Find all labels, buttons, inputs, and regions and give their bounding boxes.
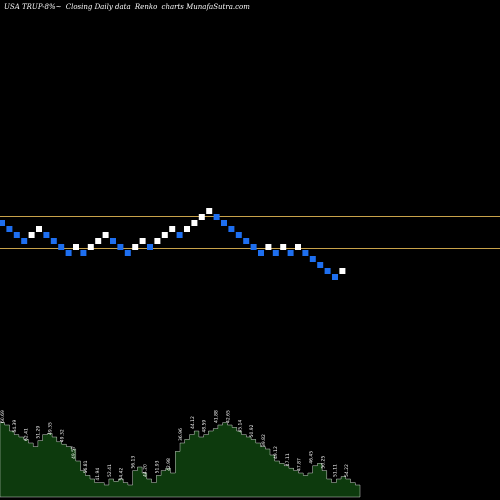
down-brick bbox=[80, 250, 87, 256]
down-brick bbox=[317, 262, 324, 268]
volume-label: 51.29 bbox=[36, 426, 42, 439]
down-brick bbox=[147, 244, 153, 250]
up-brick bbox=[102, 232, 109, 238]
volume-label: 62.41 bbox=[24, 428, 30, 441]
up-brick bbox=[132, 244, 139, 250]
down-brick bbox=[272, 250, 279, 256]
down-brick bbox=[110, 238, 116, 244]
up-brick bbox=[265, 244, 272, 250]
down-brick bbox=[58, 244, 65, 250]
down-brick bbox=[176, 232, 183, 238]
up-brick bbox=[28, 232, 35, 238]
volume-label: 47.11 bbox=[285, 453, 291, 466]
chart-kind-label: Closing Daily data bbox=[65, 3, 131, 11]
down-brick bbox=[243, 238, 250, 244]
down-brick bbox=[250, 244, 257, 250]
up-brick bbox=[280, 244, 287, 250]
down-brick bbox=[21, 238, 28, 244]
chart-header: USA TRUP-8%~ Closing Daily data Renko ch… bbox=[4, 3, 252, 11]
down-brick bbox=[332, 274, 338, 280]
down-brick bbox=[287, 250, 294, 256]
volume-label: 52.41 bbox=[107, 464, 113, 477]
volume-label: 46.45 bbox=[309, 451, 315, 464]
up-brick bbox=[154, 238, 161, 244]
up-brick bbox=[169, 226, 176, 232]
up-brick bbox=[36, 226, 42, 232]
down-brick bbox=[213, 214, 220, 220]
up-brick bbox=[191, 220, 198, 226]
renko-label: Renko bbox=[134, 3, 158, 11]
volume-area bbox=[0, 422, 361, 498]
volume-panel bbox=[0, 422, 361, 498]
volume-label: 60.69 bbox=[0, 410, 6, 423]
volume-label: 41.88 bbox=[214, 410, 220, 423]
down-brick bbox=[228, 226, 235, 232]
down-brick bbox=[0, 220, 5, 226]
up-brick bbox=[295, 244, 301, 250]
volume-label: 49.35 bbox=[48, 422, 54, 435]
up-brick bbox=[206, 208, 213, 214]
volume-labels: 60.69 54.39 62.41 51.29 49.35 49.32 49.57 56.81… bbox=[0, 410, 350, 481]
volume-label: 48.59 bbox=[202, 420, 208, 433]
down-brick bbox=[302, 250, 309, 256]
up-brick bbox=[184, 226, 190, 232]
volume-label: 41.94 bbox=[95, 468, 101, 481]
volume-label: 47.87 bbox=[297, 458, 303, 471]
down-brick bbox=[13, 232, 20, 238]
down-brick bbox=[235, 232, 242, 238]
volume-label: 49.32 bbox=[59, 429, 65, 442]
symbol-label: USA TRUP-8%~ bbox=[4, 3, 62, 11]
volume-label: 49.12 bbox=[273, 446, 279, 459]
level-lines bbox=[0, 216, 500, 249]
volume-label: 56.81 bbox=[83, 460, 89, 473]
volume-label: 42.65 bbox=[226, 410, 232, 423]
up-brick bbox=[73, 244, 79, 250]
up-brick bbox=[161, 232, 168, 238]
down-brick bbox=[258, 250, 264, 256]
up-brick bbox=[95, 238, 102, 244]
down-brick bbox=[221, 220, 227, 226]
down-brick bbox=[324, 268, 331, 274]
down-brick bbox=[6, 226, 13, 232]
renko-bricks bbox=[0, 208, 346, 280]
volume-label: 51.93 bbox=[154, 460, 160, 473]
down-brick bbox=[124, 250, 131, 256]
volume-label: 36.96 bbox=[178, 428, 184, 441]
volume-label: 56.13 bbox=[131, 456, 137, 469]
volume-label: 54.42 bbox=[119, 468, 125, 481]
down-brick bbox=[50, 238, 57, 244]
up-brick bbox=[139, 238, 146, 244]
volume-label: 45.14 bbox=[237, 420, 243, 433]
volume-label: 50.92 bbox=[249, 424, 255, 437]
down-brick bbox=[43, 232, 50, 238]
volume-label: 51.11 bbox=[332, 464, 338, 477]
up-brick bbox=[339, 268, 346, 274]
down-brick bbox=[65, 250, 72, 256]
volume-label: 39.82 bbox=[261, 434, 267, 447]
volume-label: 54.39 bbox=[12, 420, 18, 433]
up-brick bbox=[198, 214, 205, 220]
volume-label: 44.20 bbox=[142, 464, 148, 477]
volume-label: 50.25 bbox=[320, 456, 326, 469]
down-brick bbox=[117, 244, 124, 250]
down-brick bbox=[309, 256, 316, 262]
volume-label: 42.98 bbox=[166, 458, 172, 471]
volume-label: 54.22 bbox=[344, 464, 350, 477]
volume-label: 44.12 bbox=[190, 416, 196, 429]
up-brick bbox=[87, 244, 94, 250]
site-label: charts MunafaSutra.com bbox=[161, 3, 250, 11]
volume-label: 49.57 bbox=[71, 446, 77, 459]
